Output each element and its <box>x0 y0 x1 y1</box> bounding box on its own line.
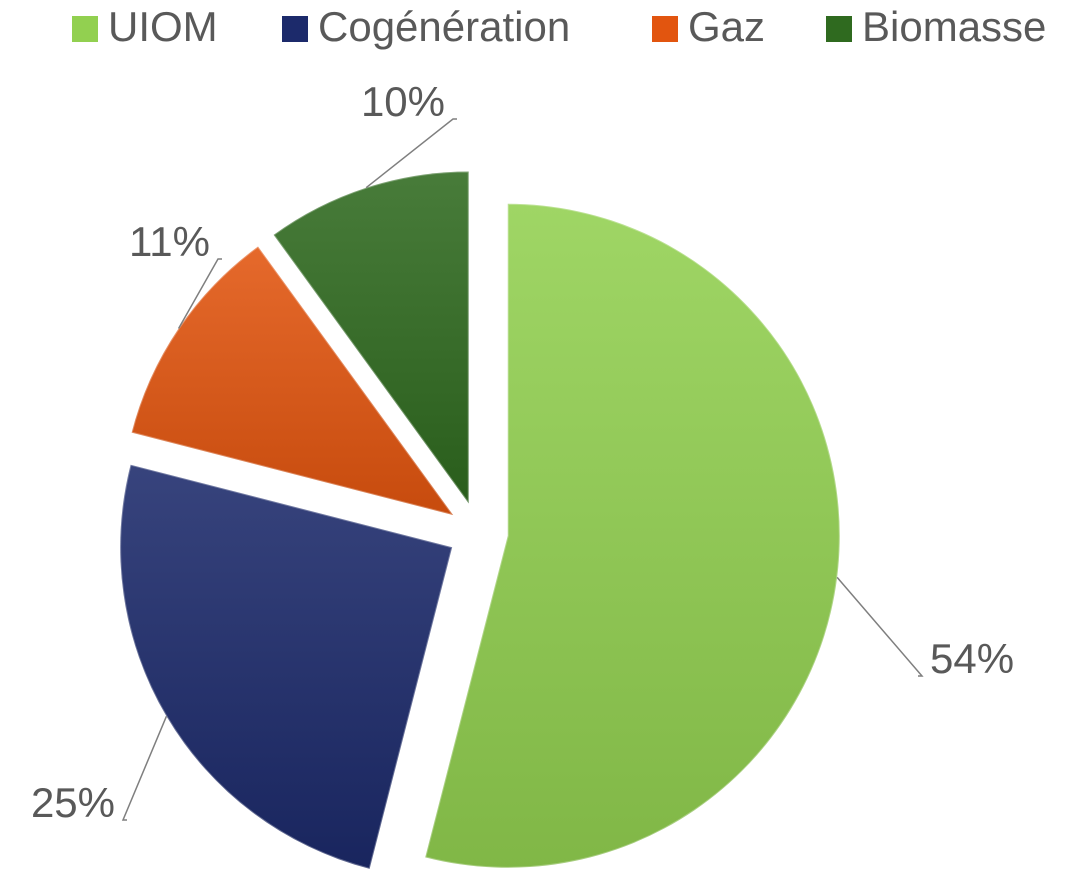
slice-shade <box>119 463 454 870</box>
data-label: 25% <box>31 779 115 826</box>
legend-label: Biomasse <box>862 3 1046 50</box>
data-label: 11% <box>129 218 210 265</box>
slice-shade <box>423 202 841 869</box>
legend-label: Cogénération <box>318 3 570 50</box>
legend-swatch <box>826 16 852 42</box>
data-label: 54% <box>930 635 1014 682</box>
leader-line <box>365 118 457 189</box>
legend-swatch <box>652 16 678 42</box>
data-label: 10% <box>361 78 445 125</box>
leader-line <box>836 576 924 677</box>
legend-swatch <box>282 16 308 42</box>
slice-shade <box>272 170 470 507</box>
legend-swatch <box>72 16 98 42</box>
legend-label: UIOM <box>108 3 218 50</box>
legend-label: Gaz <box>688 3 765 50</box>
leader-line <box>177 258 222 329</box>
leader-line <box>121 715 168 821</box>
